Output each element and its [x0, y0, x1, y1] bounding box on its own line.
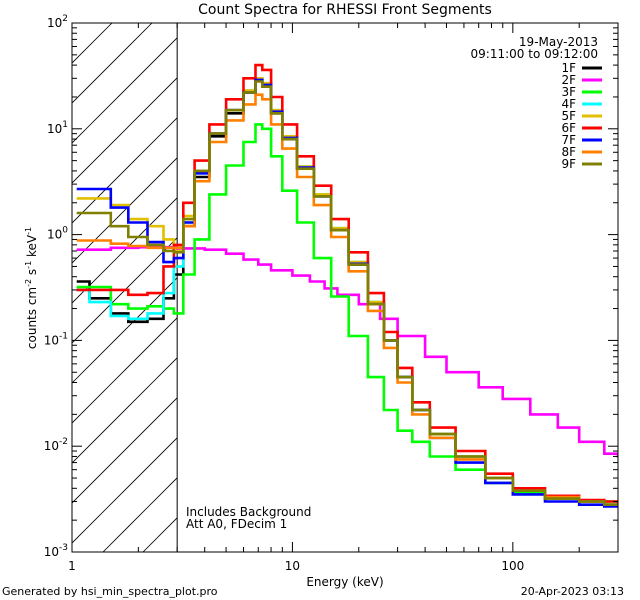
hatch-line	[72, 77, 178, 184]
series-2f-line	[76, 245, 618, 458]
hatch-line	[72, 197, 178, 304]
legend-label-1f: 1F	[561, 61, 576, 75]
annotation-background: Includes Background	[186, 505, 311, 519]
series-8f-line	[76, 93, 618, 506]
hatch-line	[72, 237, 178, 344]
hatch-line	[72, 23, 153, 104]
series-4f-line	[76, 77, 618, 506]
hatch-line	[543, 23, 640, 552]
y-axis-label: counts cm-2 s-1 keV-1	[24, 227, 39, 349]
hatch-line	[263, 23, 640, 552]
chart-title: Count Spectra for RHESSI Front Segments	[198, 2, 492, 18]
date-label: 19-May-2013	[519, 35, 598, 49]
hatch-line	[303, 23, 640, 552]
legend-label-6f: 6F	[561, 121, 576, 135]
x-tick-label: 100	[501, 559, 524, 573]
y-tick-label: 10-2	[44, 437, 68, 453]
series-5f-line	[76, 77, 618, 506]
hatch-line	[623, 23, 640, 552]
legend-label-9f: 9F	[561, 157, 576, 171]
y-tick-label: 10-3	[44, 543, 68, 559]
legend-label-7f: 7F	[561, 133, 576, 147]
x-tick-label: 10	[285, 559, 300, 573]
legend-label-2f: 2F	[561, 73, 576, 87]
plot-frame	[71, 22, 619, 553]
hatch-line	[72, 437, 178, 544]
hatch-line	[72, 117, 178, 224]
hatch-line	[72, 397, 178, 504]
time-range-label: 09:11:00 to 09:12:00	[471, 47, 598, 61]
legend-label-3f: 3F	[561, 85, 576, 99]
y-tick-label: 102	[47, 14, 68, 30]
hatch-line	[72, 37, 178, 144]
series-6f-line	[76, 63, 618, 504]
hatch-line	[72, 157, 178, 264]
y-tick-label: 101	[47, 120, 68, 136]
legend-label-8f: 8F	[561, 145, 576, 159]
legend-label-4f: 4F	[561, 97, 576, 111]
hatch-line	[423, 23, 640, 552]
x-axis-label: Energy (keV)	[306, 575, 383, 589]
footer-generated-by: Generated by hsi_min_spectra_plot.pro	[2, 585, 218, 598]
annotation-attenuator: Att A0, FDecim 1	[186, 517, 287, 531]
hatch-line	[223, 23, 640, 552]
hatch-line	[72, 317, 178, 424]
y-tick-label: 10-1	[44, 331, 68, 347]
hatch-line	[72, 277, 178, 384]
y-tick-label: 100	[47, 226, 68, 242]
series-9f-line	[76, 80, 618, 506]
hatch-line	[583, 23, 640, 552]
footer-timestamp: 20-Apr-2023 03:13	[521, 585, 624, 598]
legend-label-5f: 5F	[561, 109, 576, 123]
x-tick-label: 1	[68, 559, 76, 573]
